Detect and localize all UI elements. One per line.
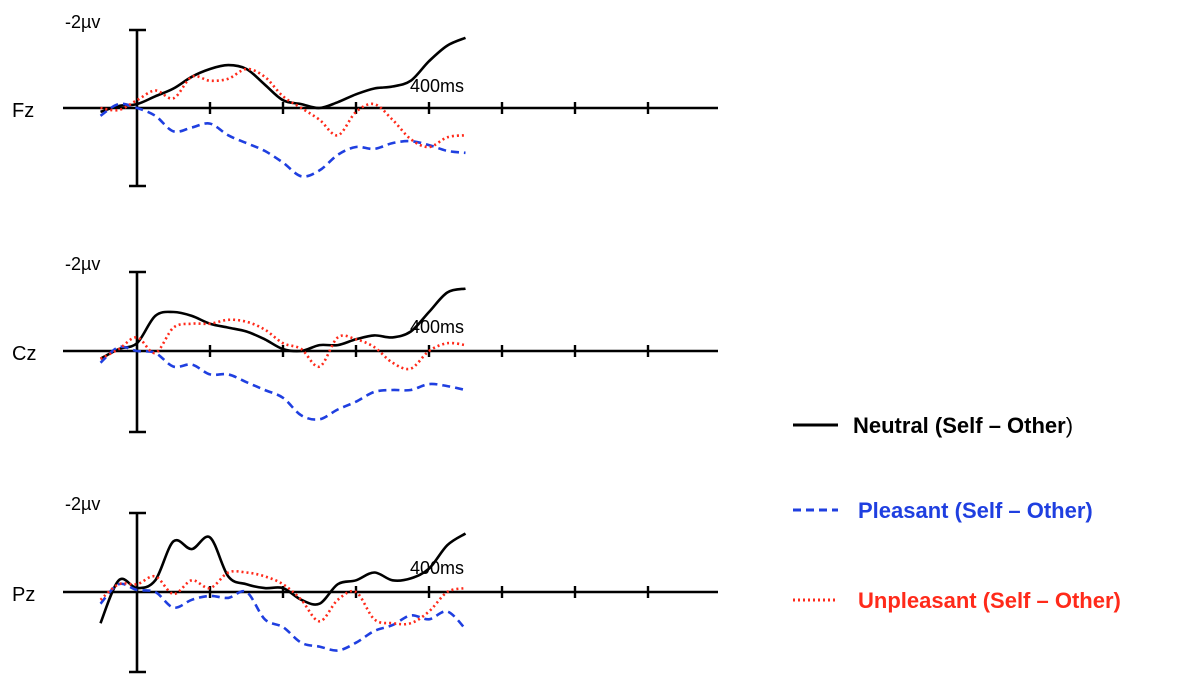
electrode-label-pz: Pz: [12, 584, 35, 606]
legend-item-unpleasant: Unpleasant (Self – Other): [793, 588, 1121, 613]
plot-area-cz: [63, 270, 718, 434]
series-line-pleasant-pz: [99, 582, 467, 652]
amplitude-scale-label-fz: -2µv: [65, 12, 100, 32]
amplitude-scale-label-pz: -2µv: [65, 494, 100, 514]
legend-suffix-unpleasant: (Self – Other): [977, 588, 1121, 613]
series-line-pleasant-fz: [99, 102, 466, 178]
series-line-unpleasant-fz: [100, 67, 466, 149]
plot-area-pz: [63, 511, 718, 674]
panel-pz: Pz -2µv 400ms: [12, 494, 718, 674]
series-line-neutral-fz: [100, 36, 467, 114]
series-line-unpleasant-cz: [99, 318, 466, 371]
electrode-label-cz: Cz: [12, 343, 36, 365]
panel-fz: Fz -2µv 400ms: [12, 12, 718, 188]
legend-prefix-neutral: Neutral: [853, 413, 929, 438]
time-tick-label-cz: 400ms: [410, 317, 464, 337]
legend-item-neutral: Neutral (Self – Other): [793, 413, 1073, 438]
plot-area-fz: [63, 28, 718, 188]
legend-suffix-pleasant: (Self – Other): [949, 498, 1093, 523]
series-line-neutral-pz: [99, 532, 467, 624]
legend-prefix-unpleasant: Unpleasant: [858, 588, 977, 613]
series-line-neutral-cz: [99, 287, 466, 360]
svg-text:Unpleasant (Self – Other): Unpleasant (Self – Other): [858, 588, 1121, 613]
legend-suffix-neutral: (Self – Other: [929, 413, 1066, 438]
electrode-label-fz: Fz: [12, 100, 34, 122]
legend: Neutral (Self – Other) Pleasant (Self – …: [793, 413, 1121, 613]
svg-text:Pleasant (Self – Other): Pleasant (Self – Other): [858, 498, 1093, 523]
series-line-pleasant-cz: [99, 345, 466, 421]
legend-close-neutral: ): [1066, 413, 1073, 438]
legend-item-pleasant: Pleasant (Self – Other): [793, 498, 1093, 523]
time-tick-label-fz: 400ms: [410, 76, 464, 96]
panel-cz: Cz -2µv 400ms: [12, 254, 718, 434]
svg-text:Neutral (Self – Other): Neutral (Self – Other): [853, 413, 1073, 438]
legend-prefix-pleasant: Pleasant: [858, 498, 949, 523]
amplitude-scale-label-cz: -2µv: [65, 254, 100, 274]
series-line-unpleasant-pz: [99, 569, 466, 626]
